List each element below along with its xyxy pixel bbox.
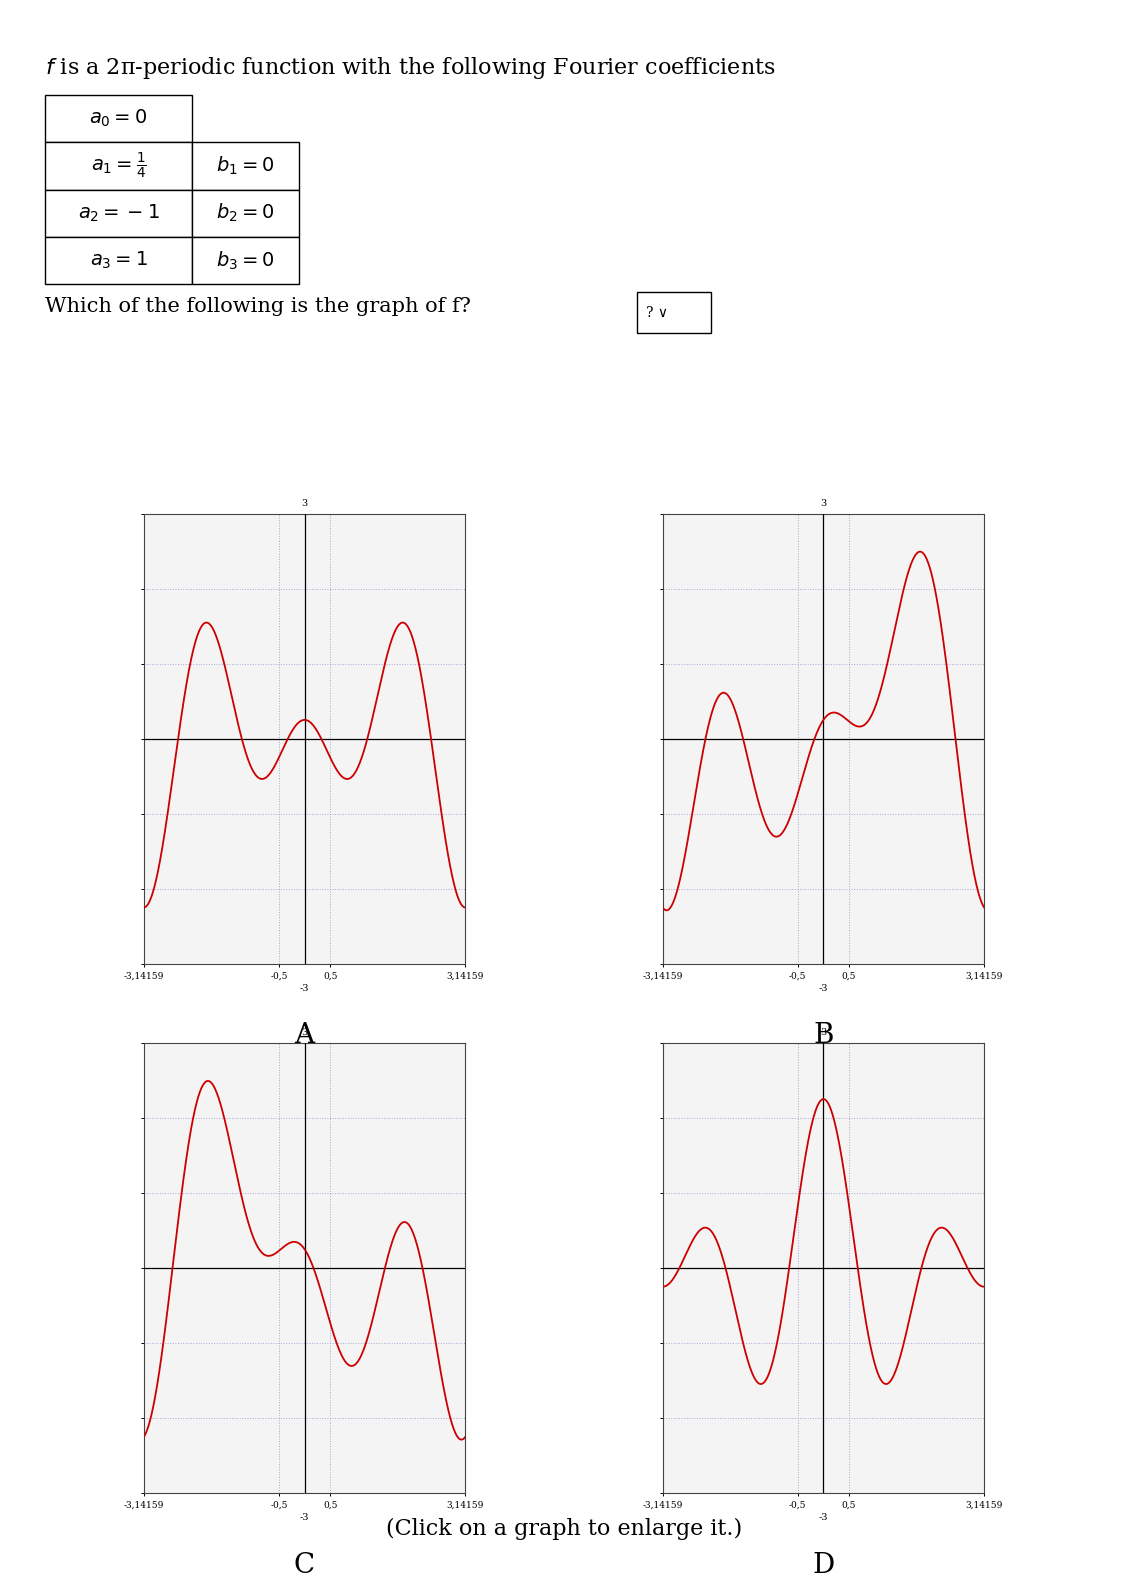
Text: $a_3 = 1$: $a_3 = 1$: [89, 250, 148, 272]
Text: -3: -3: [819, 984, 828, 994]
Text: -3: -3: [300, 984, 309, 994]
Text: 3: 3: [820, 1029, 827, 1038]
Text: Which of the following is the graph of f?: Which of the following is the graph of f…: [45, 297, 477, 316]
Text: $a_0 = 0$: $a_0 = 0$: [89, 107, 148, 130]
Text: (Click on a graph to enlarge it.): (Click on a graph to enlarge it.): [386, 1518, 742, 1540]
Text: 3: 3: [301, 499, 308, 509]
Text: $f$ is a 2π-periodic function with the following Fourier coefficients: $f$ is a 2π-periodic function with the f…: [45, 55, 776, 81]
Text: 3: 3: [301, 1029, 308, 1038]
Text: $a_1 = \frac{1}{4}$: $a_1 = \frac{1}{4}$: [90, 150, 147, 182]
Text: -3: -3: [819, 1514, 828, 1523]
Text: 3: 3: [820, 499, 827, 509]
Text: B: B: [813, 1022, 834, 1049]
Text: A: A: [294, 1022, 315, 1049]
Text: D: D: [812, 1552, 835, 1578]
Text: -3: -3: [300, 1514, 309, 1523]
Text: $b_2 = 0$: $b_2 = 0$: [217, 202, 274, 224]
Text: $a_2 = -1$: $a_2 = -1$: [78, 202, 159, 224]
Text: $b_3 = 0$: $b_3 = 0$: [217, 250, 274, 272]
Text: C: C: [294, 1552, 315, 1578]
Text: ? ∨: ? ∨: [646, 307, 669, 319]
Text: $b_1 = 0$: $b_1 = 0$: [217, 155, 274, 177]
